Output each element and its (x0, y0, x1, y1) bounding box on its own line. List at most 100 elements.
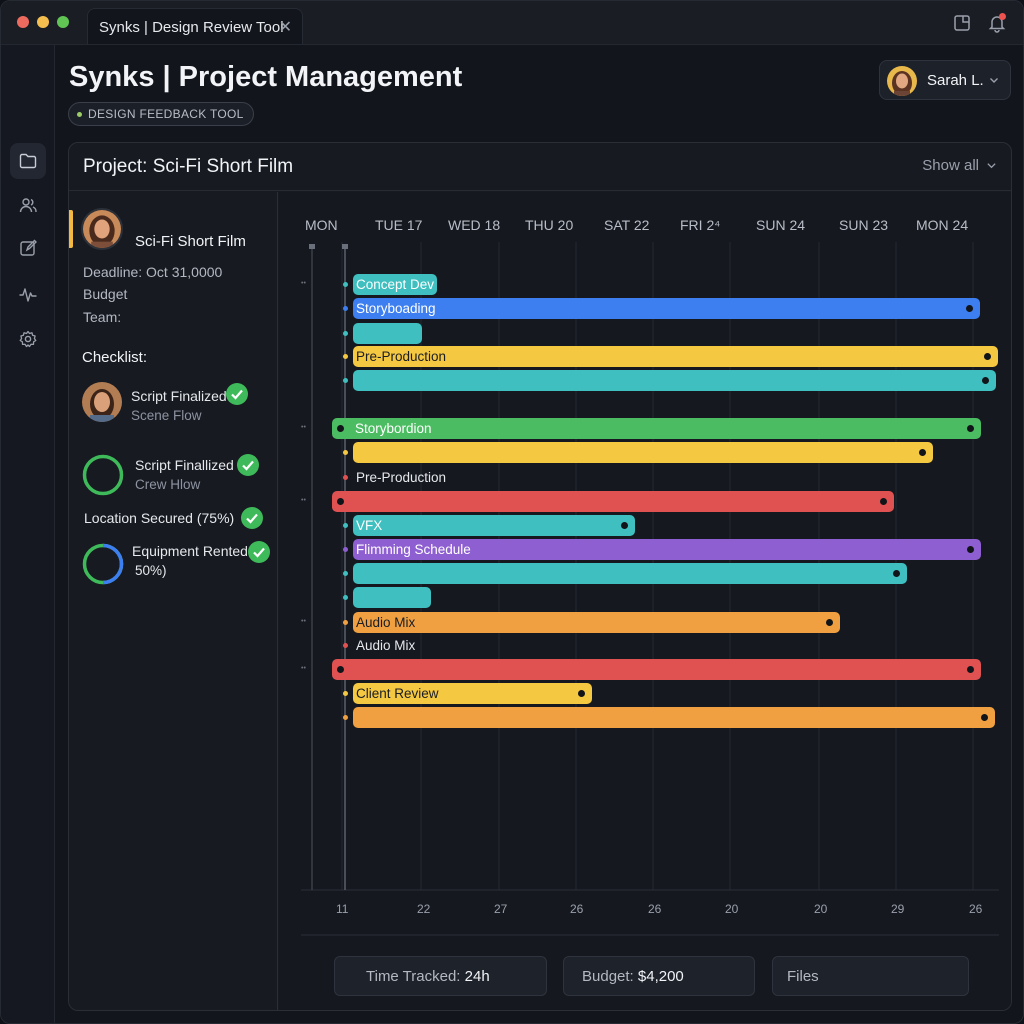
nav-projects[interactable] (10, 143, 46, 179)
project-avatar (81, 208, 123, 250)
checklist-item-title: Script Finallized (135, 457, 234, 473)
tab-title: Synks | Design Review Tool (99, 19, 284, 36)
browser-tab[interactable]: Synks | Design Review Tool ✕ (87, 8, 303, 44)
timeline-footer-label: 27 (494, 902, 508, 916)
bar-end-handle[interactable] (981, 714, 988, 721)
project-deadline: Deadline: Oct 31,0000 (83, 264, 223, 280)
gantt-bar[interactable]: Storyboading (353, 298, 980, 319)
nav-activity[interactable] (10, 277, 46, 313)
gantt-bar[interactable] (353, 587, 431, 608)
row-marker (343, 475, 348, 480)
bar-start-handle[interactable] (337, 498, 344, 505)
check-icon (237, 454, 259, 476)
check-icon (248, 541, 270, 563)
bar-end-handle[interactable] (984, 353, 991, 360)
window-icon[interactable] (952, 13, 972, 33)
project-budget: Budget (83, 286, 128, 302)
today-marker-handle[interactable] (342, 244, 348, 249)
timeline-date-label: TUE 17 (375, 217, 423, 233)
timeline-footer-label: 22 (417, 902, 431, 916)
timeline-date-label: WED 18 (448, 217, 501, 233)
time-tracked-card[interactable]: Time Tracked: 24h (334, 956, 547, 996)
bar-end-handle[interactable] (982, 377, 989, 384)
bar-end-handle[interactable] (919, 449, 926, 456)
row-marker (343, 306, 348, 311)
show-all-button[interactable]: Show all (922, 157, 997, 174)
gantt-bar[interactable]: Client Review (353, 683, 592, 704)
bar-end-handle[interactable] (826, 619, 833, 626)
notification-badge (999, 13, 1006, 20)
row-handle[interactable]: •• (301, 280, 306, 287)
gantt-bar[interactable] (332, 659, 981, 680)
gantt-bar-label: Client Review (356, 686, 439, 701)
row-marker (343, 547, 348, 552)
files-label: Files (787, 968, 819, 985)
timeline-footer-label: 11 (336, 902, 349, 916)
check-icon (241, 507, 263, 529)
tab-close-icon[interactable]: ✕ (278, 19, 292, 36)
nav-edit[interactable] (10, 230, 46, 266)
nav-settings[interactable] (10, 321, 46, 357)
row-handle[interactable]: •• (301, 497, 306, 504)
gantt-bar[interactable]: Audio Mix (353, 612, 840, 633)
bar-end-handle[interactable] (578, 690, 585, 697)
row-handle[interactable]: •• (301, 618, 306, 625)
active-indicator (69, 210, 73, 248)
user-name: Sarah L. (927, 72, 984, 89)
gantt-bar[interactable] (353, 370, 996, 391)
gantt-bar-label: Audio Mix (356, 615, 416, 630)
progress-ring (82, 543, 124, 585)
gantt-bar[interactable] (332, 491, 894, 512)
timeline-footer-label: 26 (969, 902, 983, 916)
gantt-bar[interactable]: VFX (353, 515, 635, 536)
bar-start-handle[interactable] (337, 666, 344, 673)
avatar (82, 382, 122, 422)
user-menu[interactable]: Sarah L. (879, 60, 1011, 100)
budget-value: $4,200 (637, 968, 684, 985)
row-marker (343, 643, 348, 648)
nav-team[interactable] (10, 187, 46, 223)
checklist-item-title: Location Secured (75%) (84, 510, 235, 526)
bar-end-handle[interactable] (967, 425, 974, 432)
minimize-window-button[interactable] (37, 16, 49, 28)
files-card[interactable]: Files (772, 956, 969, 996)
row-handle[interactable]: •• (301, 424, 306, 431)
project-sidebar: Sci-Fi Short Film Deadline: Oct 31,0000 … (69, 192, 278, 1010)
timeline-date-label: SUN 23 (839, 217, 889, 233)
gantt-bar[interactable] (353, 707, 995, 728)
timeline-footer-label: 20 (814, 902, 828, 916)
gantt-bar-label: Concept Dev (356, 277, 435, 292)
close-window-button[interactable] (17, 16, 29, 28)
bar-start-handle[interactable] (337, 425, 344, 432)
bar-end-handle[interactable] (893, 570, 900, 577)
gantt-bar[interactable] (353, 563, 907, 584)
budget-card[interactable]: Budget: $4,200 (563, 956, 755, 996)
row-handle[interactable]: •• (301, 665, 306, 672)
checklist-title: Checklist: (82, 349, 148, 366)
bar-end-handle[interactable] (967, 546, 974, 553)
gantt-bar[interactable]: Flimming Schedule (353, 539, 981, 560)
gantt-bar[interactable] (353, 442, 933, 463)
bar-end-handle[interactable] (621, 522, 628, 529)
today-marker-handle[interactable] (309, 244, 315, 249)
bar-end-handle[interactable] (967, 666, 974, 673)
bar-end-handle[interactable] (880, 498, 887, 505)
project-team: Team: (83, 309, 122, 325)
checklist-item-subtitle: Crew Hlow (135, 477, 201, 492)
timeline-date-label: SAT 22 (604, 217, 650, 233)
budget-label: Budget: $4,200 (582, 968, 684, 985)
gantt-bar[interactable]: Concept Dev (353, 274, 437, 295)
time-tracked-caption: Time Tracked: (366, 968, 465, 985)
timeline-date-label: MON 24 (916, 217, 969, 233)
tag-dot (77, 111, 82, 117)
bar-end-handle[interactable] (966, 305, 973, 312)
settings-icon (19, 330, 37, 348)
gantt-bar[interactable]: Pre-Production (353, 346, 998, 367)
gantt-bar[interactable] (353, 323, 422, 344)
gantt-bar[interactable]: Storybordion (332, 418, 981, 439)
checklist-item-subtitle: 50%) (135, 563, 167, 578)
maximize-window-button[interactable] (57, 16, 69, 28)
panel-header: Project: Sci-Fi Short Film Show all (69, 143, 1011, 191)
row-marker (343, 620, 348, 625)
